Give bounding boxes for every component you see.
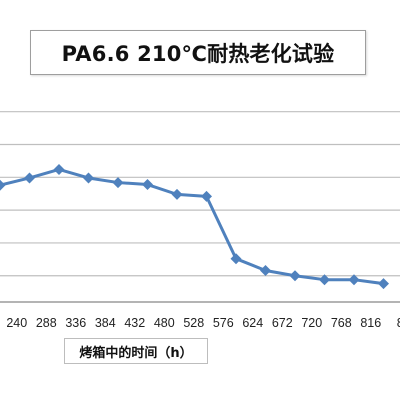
x-tick-label: 624 [242, 316, 263, 330]
x-tick-label: 768 [331, 316, 352, 330]
x-tick-label: 432 [124, 316, 145, 330]
data-point [260, 265, 271, 276]
data-point [201, 190, 212, 202]
x-tick-label: 384 [95, 316, 116, 330]
x-tick-labels: 240 288 336 384 432 480 528 576 624 672 720 768 816 8 [6, 316, 400, 330]
data-point [171, 188, 183, 200]
x-tick-label: 672 [272, 316, 293, 330]
chart-title: PA6.6 210℃耐热老化试验 [61, 41, 335, 66]
data-point [348, 274, 360, 286]
x-tick-label: 336 [65, 316, 86, 330]
series [0, 163, 389, 290]
x-tick-label: 288 [36, 316, 57, 330]
data-point [53, 163, 65, 175]
x-tick-label: 816 [360, 316, 381, 330]
data-point [378, 278, 389, 290]
x-tick-label: 576 [213, 316, 234, 330]
data-point [142, 179, 153, 191]
x-tick-label: 720 [301, 316, 322, 330]
x-axis-label: 烤箱中的时间（h） [79, 345, 193, 361]
data-point [230, 253, 242, 265]
data-point [289, 270, 301, 282]
data-point [24, 172, 35, 184]
x-tick-label: 8 [397, 316, 400, 330]
gridlines [0, 111, 400, 277]
data-point [0, 179, 6, 191]
x-tick-label: 240 [6, 316, 27, 330]
data-point [112, 177, 124, 189]
data-point [83, 172, 94, 184]
x-tick-label: 480 [154, 316, 175, 330]
chart-title-box: PA6.6 210℃耐热老化试验 [30, 30, 366, 75]
series-line [0, 167, 385, 286]
data-point [319, 274, 330, 286]
x-axis-label-box: 烤箱中的时间（h） [64, 338, 208, 364]
x-tick-label: 528 [183, 316, 204, 330]
